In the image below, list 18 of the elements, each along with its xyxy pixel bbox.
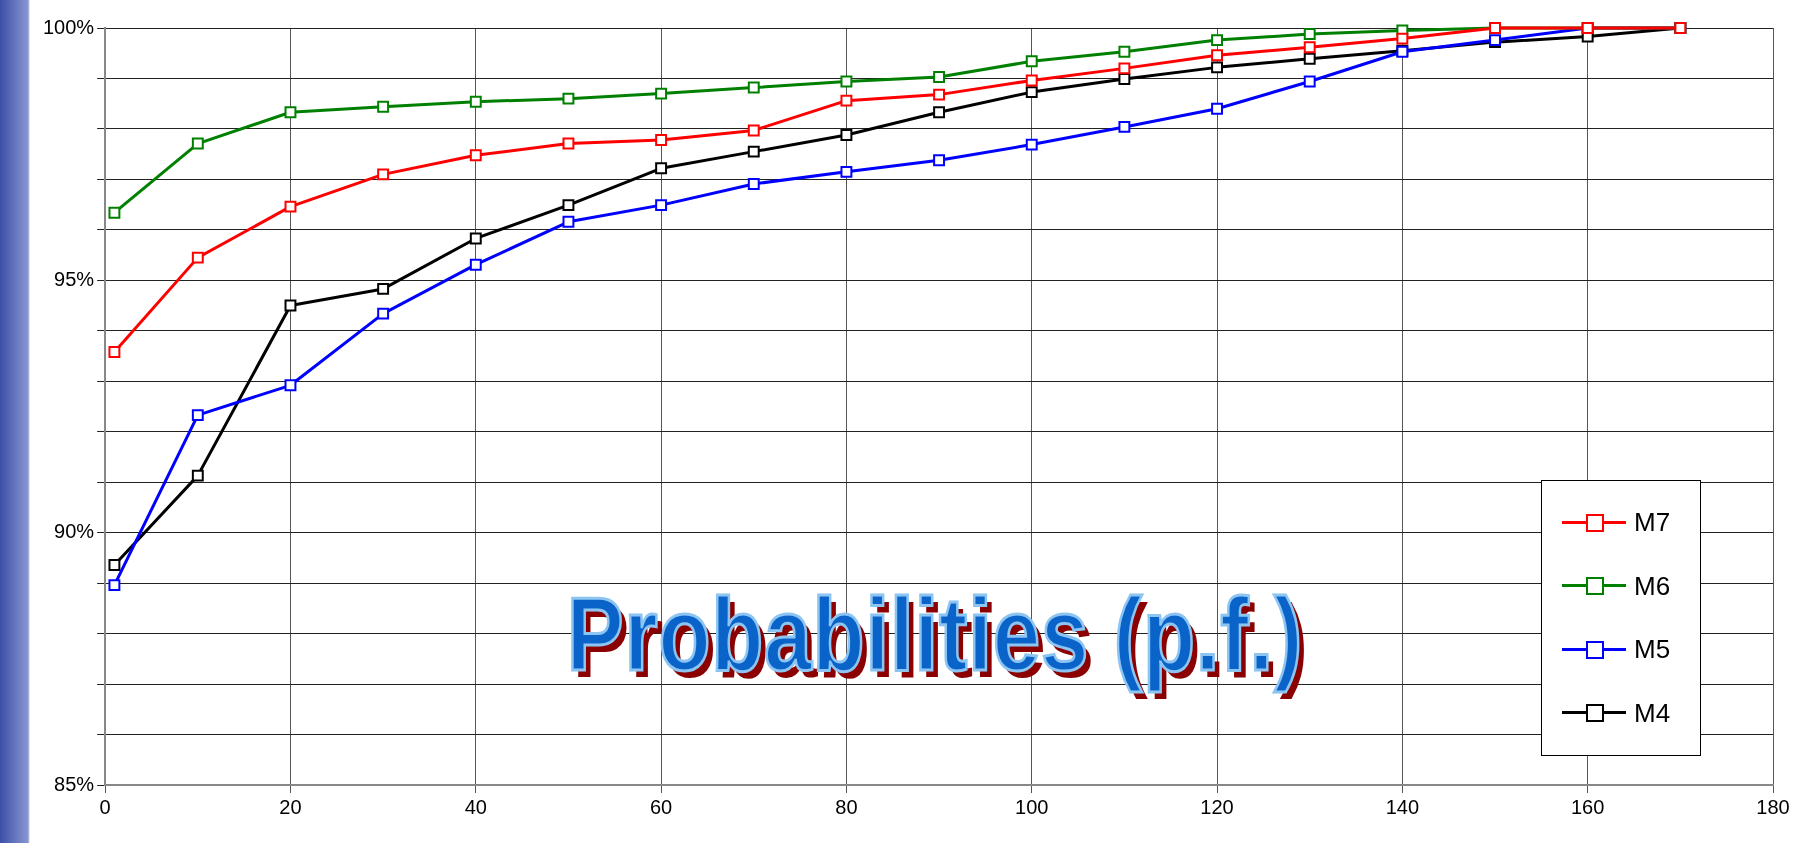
x-tick-label: 100 — [1015, 795, 1049, 818]
y-tick-label: 95% — [54, 267, 95, 290]
y-tick-label: 100% — [43, 15, 95, 38]
legend-label: M6 — [1634, 570, 1671, 602]
x-tick-label: 160 — [1571, 795, 1605, 818]
x-tick-label: 20 — [279, 795, 302, 818]
x-tick-label: 180 — [1756, 795, 1790, 818]
legend-label: M4 — [1634, 697, 1671, 729]
x-tick-label: 40 — [464, 795, 487, 818]
x-tick-label: 60 — [649, 795, 673, 818]
y-tick-label: 90% — [54, 520, 95, 543]
x-tick-label: 120 — [1200, 795, 1234, 818]
legend-label: M5 — [1634, 634, 1671, 666]
x-tick-label: 140 — [1385, 795, 1420, 818]
x-tick-label: 0 — [99, 795, 111, 818]
legend-label: M7 — [1634, 507, 1671, 539]
x-tick-label: 80 — [835, 795, 858, 818]
y-tick-label: 85% — [54, 772, 95, 795]
